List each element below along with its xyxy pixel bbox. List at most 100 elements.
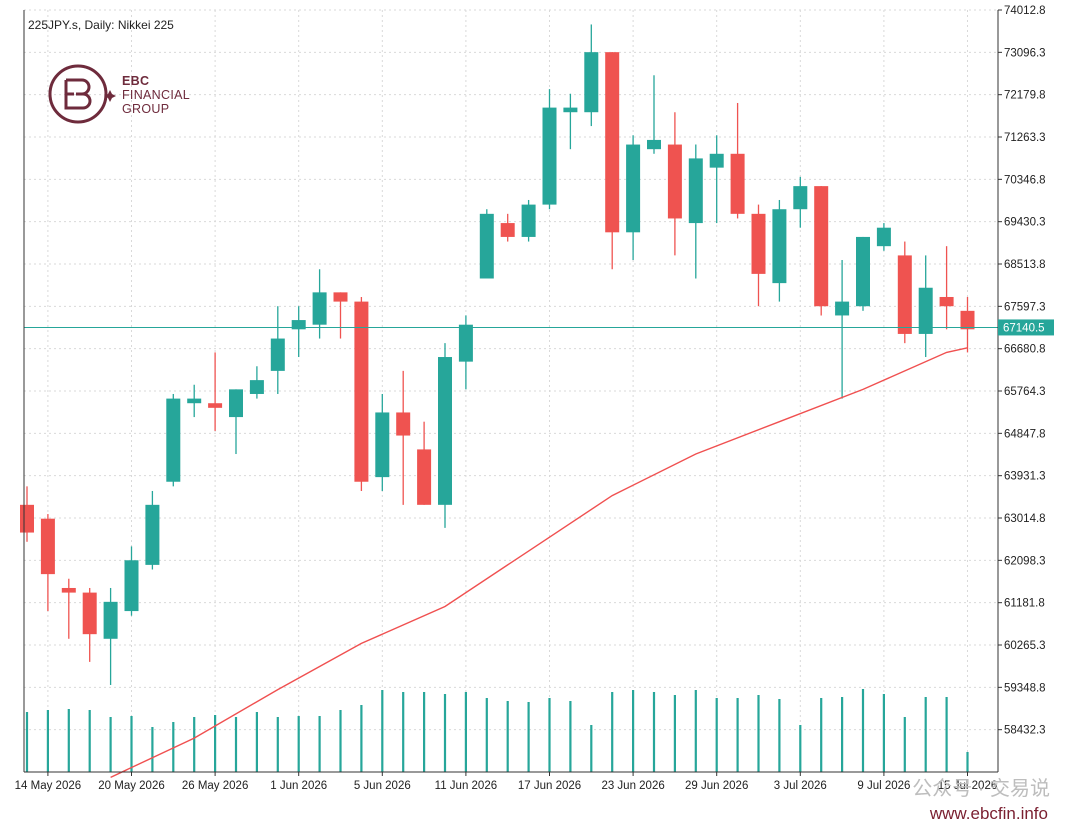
current-price-badge xyxy=(998,319,1054,336)
candle xyxy=(709,135,724,224)
candle-body xyxy=(856,236,870,307)
volume-bars xyxy=(25,689,969,772)
candle-body xyxy=(145,504,160,565)
candle-body xyxy=(291,320,306,330)
candle-body xyxy=(688,158,703,224)
candle xyxy=(417,421,432,505)
candle-body xyxy=(396,412,411,436)
candle-body xyxy=(626,144,641,233)
candle xyxy=(229,389,243,455)
y-tick-label: 74012.8 xyxy=(1004,5,1046,17)
candle-body xyxy=(521,204,536,237)
candle-body xyxy=(584,52,599,113)
candle-body xyxy=(793,186,808,210)
candle-body xyxy=(249,380,264,394)
candle xyxy=(396,370,411,505)
candle xyxy=(458,315,473,390)
candle xyxy=(939,246,954,330)
y-tick-label: 70346.8 xyxy=(1004,174,1046,186)
candle xyxy=(166,393,181,487)
candles xyxy=(20,24,975,685)
x-axis-ticks: 14 May 2026 20 May 2026 26 May 2026 1 Jun 2… xyxy=(15,772,997,792)
candle-body xyxy=(709,153,724,168)
x-tick-label: 26 May 2026 xyxy=(182,780,249,792)
candle xyxy=(751,204,766,307)
candle xyxy=(479,209,494,279)
candle xyxy=(249,366,264,399)
candle xyxy=(124,546,139,616)
candle-body xyxy=(40,518,55,575)
y-tick-label: 67597.3 xyxy=(1004,301,1046,313)
current-price-label: 67140.5 xyxy=(998,319,1054,336)
x-tick-label: 14 May 2026 xyxy=(15,780,82,792)
candle xyxy=(605,52,620,270)
y-axis-ticks: 74012.8 73096.3 72179.8 71263.3 70346.8 69430… xyxy=(998,5,1046,737)
candle-body xyxy=(20,504,34,533)
candle-body xyxy=(312,292,327,325)
y-tick-label: 69430.3 xyxy=(1004,217,1046,229)
chart-title: 225JPY.s, Daily: Nikkei 225 xyxy=(28,18,174,32)
x-tick-label: 17 Jun 2026 xyxy=(518,780,581,792)
candle xyxy=(730,102,745,219)
candle xyxy=(145,490,160,570)
y-tick-label: 61181.8 xyxy=(1004,598,1045,610)
candle xyxy=(793,176,808,228)
y-tick-label: 64847.8 xyxy=(1004,428,1046,440)
candle xyxy=(333,292,348,339)
candle-body xyxy=(605,52,620,233)
x-tick-label: 11 Jun 2026 xyxy=(435,780,497,792)
x-tick-label: 1 Jun 2026 xyxy=(270,780,327,792)
candle-body xyxy=(458,324,473,362)
candle-body xyxy=(333,292,348,302)
y-tick-label: 72179.8 xyxy=(1004,90,1046,102)
candle xyxy=(312,269,327,339)
y-tick-label: 71263.3 xyxy=(1004,132,1046,144)
candle-body xyxy=(918,287,933,334)
candle xyxy=(438,343,452,528)
candle-body xyxy=(375,412,390,478)
y-tick-label: 63931.3 xyxy=(1004,471,1046,483)
ebc-logo-icon xyxy=(48,64,116,124)
logo-line-2: FINANCIAL xyxy=(122,88,190,102)
candle-body xyxy=(814,186,829,307)
website-url: www.ebcfin.info xyxy=(929,804,1048,823)
y-tick-label: 66680.8 xyxy=(1004,344,1046,356)
candle xyxy=(354,296,369,491)
candle-body xyxy=(730,153,745,214)
x-tick-label: 5 Jun 2026 xyxy=(354,780,411,792)
candle-body xyxy=(897,255,912,334)
current-price-text: 67140.5 xyxy=(1003,322,1045,334)
candle xyxy=(960,296,975,353)
candle-body xyxy=(229,389,243,418)
candle-body xyxy=(417,449,432,505)
candle-body xyxy=(166,398,181,482)
candle xyxy=(814,186,829,316)
candle xyxy=(835,260,850,399)
candle xyxy=(82,587,97,662)
candle-body xyxy=(876,227,891,247)
logo-line-3: GROUP xyxy=(122,102,170,116)
watermark: 公众号 · 交易说 xyxy=(912,778,1050,800)
x-tick-label: 29 Jun 2026 xyxy=(685,780,748,792)
candle-body xyxy=(208,403,223,408)
candle xyxy=(500,213,515,242)
x-tick-label: 9 Jul 2026 xyxy=(857,780,910,792)
candle-body xyxy=(563,107,578,113)
candle-body xyxy=(500,223,515,237)
candle xyxy=(772,199,787,302)
candle xyxy=(40,514,55,612)
candle xyxy=(521,199,536,242)
y-tick-label: 63014.8 xyxy=(1004,513,1046,525)
candle-body xyxy=(82,592,97,635)
candle-body xyxy=(270,338,285,371)
candle xyxy=(667,112,682,256)
y-tick-label: 65764.3 xyxy=(1004,386,1046,398)
y-tick-label: 58432.3 xyxy=(1004,725,1046,737)
candle xyxy=(375,393,390,491)
candle-body xyxy=(939,296,954,307)
candle-body xyxy=(667,144,682,219)
candle-body xyxy=(438,357,452,505)
candle-body xyxy=(751,213,766,274)
candle-body xyxy=(187,398,202,404)
